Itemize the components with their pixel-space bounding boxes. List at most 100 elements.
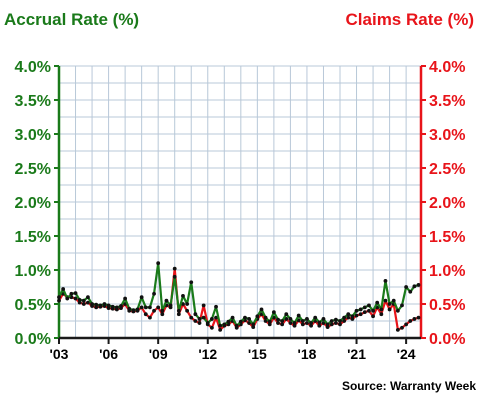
claims-rate-point xyxy=(251,325,256,330)
accrual-rate-point xyxy=(94,302,99,307)
claims-rate-point xyxy=(193,319,198,323)
right-tick-label: 2.0% xyxy=(429,195,465,212)
accrual-rate-point xyxy=(375,300,380,305)
accrual-rate-point xyxy=(185,302,190,306)
claims-rate-point xyxy=(309,323,313,328)
left-tick-label: 4.0% xyxy=(15,59,51,76)
claims-rate-point xyxy=(139,305,144,310)
accrual-rate-point xyxy=(263,315,268,320)
accrual-rate-point xyxy=(387,302,392,306)
accrual-rate-point xyxy=(73,291,78,296)
left-tick-label: 3.0% xyxy=(15,127,51,144)
accrual-rate-point xyxy=(234,323,239,328)
claims-rate-point xyxy=(338,322,342,327)
accrual-rate-point xyxy=(313,315,318,320)
claims-rate-point xyxy=(346,315,351,320)
accrual-rate-point xyxy=(102,302,107,306)
x-tick-label: '15 xyxy=(248,346,267,362)
claims-rate-point xyxy=(276,321,280,325)
claims-rate-point xyxy=(247,321,251,325)
accrual-rate-point xyxy=(209,317,214,321)
claims-rate-point xyxy=(156,305,161,310)
accrual-rate-point xyxy=(288,317,293,321)
accrual-rate-point xyxy=(152,291,156,296)
claims-rate-point xyxy=(57,298,61,303)
accrual-rate-point xyxy=(296,313,301,318)
accrual-rate-point xyxy=(395,308,400,313)
x-tick-label: '12 xyxy=(198,346,217,362)
claims-rate-point xyxy=(317,323,322,328)
accrual-rate-point xyxy=(148,305,152,310)
claims-rate-point xyxy=(284,317,289,321)
series-group xyxy=(57,261,421,332)
claims-rate-point xyxy=(333,321,338,325)
accrual-rate-point xyxy=(404,285,409,289)
accrual-rate-point xyxy=(98,303,103,308)
accrual-rate-point xyxy=(280,319,285,323)
accrual-rate-point xyxy=(325,322,330,327)
accrual-rate-point xyxy=(333,317,338,322)
claims-rate-point xyxy=(305,321,309,325)
right-y-ticks: 0.0% 0.5% 1.0% 1.5% 2.0% 2.5% 3.0% 3.5% 4.0% xyxy=(421,59,465,348)
accrual-rate-point xyxy=(193,312,198,317)
accrual-rate-point xyxy=(86,295,90,300)
accrual-rate-point xyxy=(214,304,218,309)
claims-rate-point xyxy=(218,327,223,332)
accrual-rate-point xyxy=(300,319,305,323)
accrual-rate-point xyxy=(412,284,417,289)
claims-rate-point xyxy=(350,317,355,321)
accrual-rate-point xyxy=(127,306,132,311)
right-tick-label: 3.5% xyxy=(429,93,465,110)
right-tick-label: 1.0% xyxy=(429,263,465,280)
accrual-rate-point xyxy=(354,308,359,313)
claims-rate-point xyxy=(106,306,111,310)
accrual-rate-point xyxy=(346,312,351,317)
claims-rate-point xyxy=(362,310,367,315)
claims-rate-point xyxy=(201,303,206,308)
left-tick-label: 3.5% xyxy=(15,93,51,110)
accrual-rate-point xyxy=(238,319,243,324)
claims-rate-point xyxy=(292,323,297,328)
accrual-rate-point xyxy=(305,317,309,321)
accrual-rate-point xyxy=(400,303,404,308)
claims-rate-point xyxy=(395,327,400,332)
claims-rate-point xyxy=(172,266,177,271)
accrual-rate-point xyxy=(379,307,384,312)
accrual-rate-point xyxy=(358,307,363,312)
claims-rate-point xyxy=(329,322,334,327)
accrual-rate-point xyxy=(123,296,128,301)
accrual-rate-point xyxy=(267,319,272,324)
claims-rate-point xyxy=(160,312,165,317)
accrual-rate-point xyxy=(247,317,251,321)
accrual-rate-point xyxy=(90,302,94,306)
right-tick-label: 3.0% xyxy=(429,127,465,144)
accrual-rate-point xyxy=(350,314,355,319)
accrual-rate-point xyxy=(367,303,371,308)
accrual-rate-point xyxy=(201,315,206,320)
x-tick-label: '21 xyxy=(347,346,366,362)
claims-rate-point xyxy=(185,308,190,313)
claims-rate-point xyxy=(86,300,90,305)
accrual-rate-point xyxy=(160,308,165,313)
claims-rate-point xyxy=(400,325,404,330)
accrual-rate-point xyxy=(135,307,140,312)
accrual-rate-point xyxy=(317,320,322,325)
accrual-rate-point xyxy=(164,298,169,303)
accrual-rate-point xyxy=(77,298,82,302)
accrual-rate-point xyxy=(172,274,177,279)
accrual-rate-point xyxy=(226,319,231,324)
claims-rate-point xyxy=(176,312,181,317)
grid xyxy=(58,65,421,339)
x-tick-label: '06 xyxy=(99,346,118,362)
accrual-rate-point xyxy=(284,312,289,317)
claims-rate-point xyxy=(148,315,152,320)
left-axis-title: Accrual Rate (%) xyxy=(4,10,139,29)
accrual-rate-point xyxy=(222,322,227,327)
left-tick-label: 2.0% xyxy=(15,195,51,212)
accrual-rate-point xyxy=(321,317,326,321)
claims-rate-point xyxy=(412,317,417,321)
right-tick-label: 0.0% xyxy=(429,331,465,348)
claims-rate-point xyxy=(358,312,363,317)
claims-rate-point xyxy=(197,321,202,325)
